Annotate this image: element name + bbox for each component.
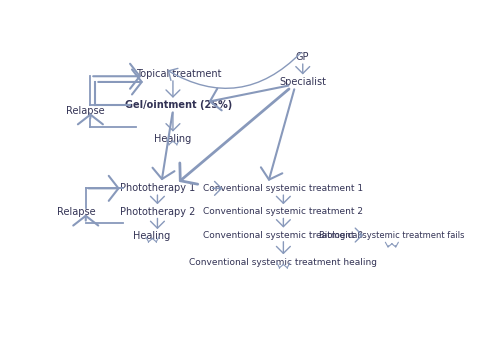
FancyArrowPatch shape (283, 263, 290, 268)
FancyArrowPatch shape (172, 140, 180, 145)
FancyArrowPatch shape (166, 81, 180, 97)
FancyArrowPatch shape (355, 228, 362, 242)
Text: Healing: Healing (154, 134, 192, 144)
FancyArrowPatch shape (277, 263, 283, 268)
FancyArrowPatch shape (150, 218, 164, 228)
FancyArrowPatch shape (296, 64, 310, 73)
Text: Relapse: Relapse (66, 105, 105, 116)
Text: Gel/ointment (25%): Gel/ointment (25%) (125, 100, 232, 110)
FancyArrowPatch shape (386, 242, 392, 247)
FancyArrowPatch shape (166, 112, 180, 131)
Text: Biological systemic treatment fails: Biological systemic treatment fails (319, 231, 464, 240)
FancyArrowPatch shape (166, 140, 173, 145)
Text: Topical treatment: Topical treatment (136, 69, 222, 79)
Text: Healing: Healing (133, 232, 170, 241)
FancyArrowPatch shape (93, 64, 140, 89)
Text: Conventional systemic treatment 3: Conventional systemic treatment 3 (204, 231, 364, 240)
FancyArrowPatch shape (150, 195, 164, 203)
FancyArrowPatch shape (276, 218, 290, 226)
Text: Conventional systemic treatment 2: Conventional systemic treatment 2 (204, 207, 364, 216)
FancyArrowPatch shape (261, 89, 294, 180)
FancyArrowPatch shape (392, 242, 398, 247)
FancyArrowPatch shape (212, 181, 222, 195)
Text: Relapse: Relapse (57, 207, 96, 217)
FancyArrowPatch shape (146, 237, 152, 242)
Text: Conventional systemic treatment healing: Conventional systemic treatment healing (190, 258, 378, 267)
Text: GP: GP (296, 52, 310, 62)
FancyArrowPatch shape (276, 195, 290, 203)
Text: Conventional systemic treatment 1: Conventional systemic treatment 1 (204, 184, 364, 193)
Text: Phototherapy 1: Phototherapy 1 (120, 183, 195, 193)
FancyArrowPatch shape (210, 86, 288, 110)
Text: Phototherapy 2: Phototherapy 2 (120, 207, 195, 217)
FancyArrowPatch shape (152, 113, 174, 179)
FancyArrowPatch shape (78, 115, 103, 124)
FancyArrowPatch shape (180, 89, 289, 184)
FancyArrowPatch shape (98, 69, 142, 94)
FancyArrowPatch shape (73, 216, 98, 225)
FancyArrowPatch shape (152, 237, 159, 242)
Text: Specialist: Specialist (279, 77, 326, 87)
FancyArrowPatch shape (168, 53, 301, 88)
FancyArrowPatch shape (276, 242, 290, 253)
FancyArrowPatch shape (88, 176, 118, 201)
